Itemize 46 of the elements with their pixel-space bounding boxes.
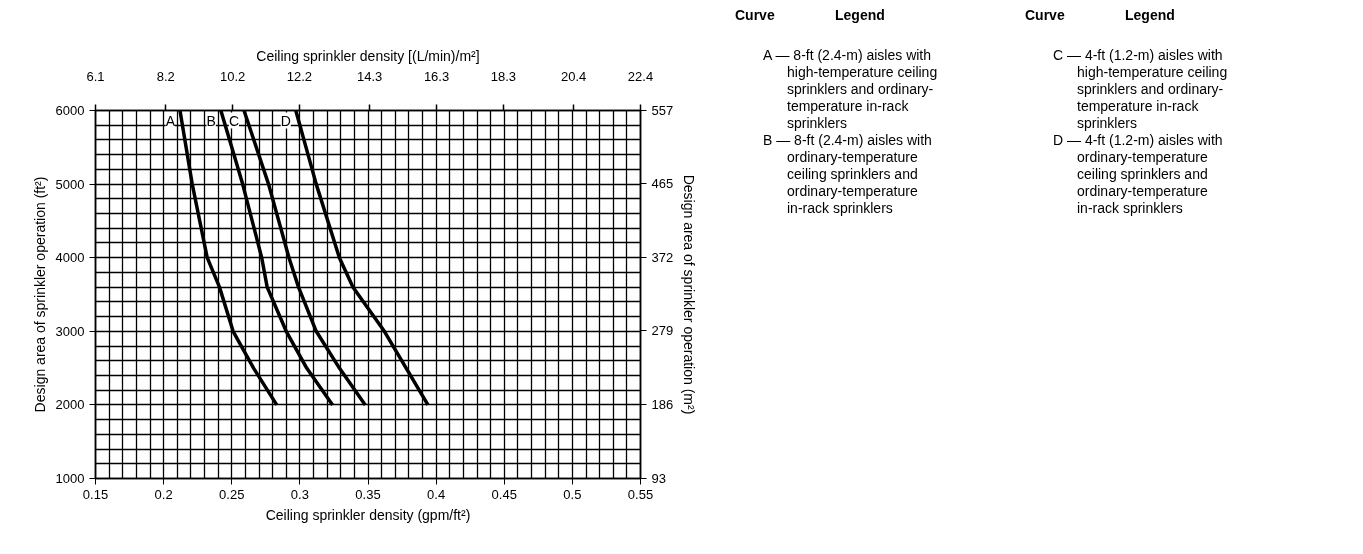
x-tick-label: 0.5 [563,486,582,502]
x-axis-title: Ceiling sprinkler density (gpm/ft²) [265,506,471,523]
x-tick-label: 0.25 [219,486,245,502]
x2-axis-title: Ceiling sprinkler density [(L/min)/m²] [256,47,480,64]
x2-tick-label: 14.3 [357,68,383,84]
x2-tick-label: 10.2 [219,68,246,84]
x-tick-label: 0.2 [154,486,173,502]
x2-tick-label: 8.2 [156,68,175,84]
text: C — 4-ft (1.2-m) aisles with high-temperature ceiling sprinklers and ordinary- temperature in-rack sprinklers [1053,47,1229,132]
text: Legend [1125,6,1175,25]
y-tick-label: 4000 [55,250,85,266]
y-tick-label: 5000 [55,176,85,192]
y-axis-title: Design area of sprinkler operation (ft²) [31,176,48,413]
y2-tick-label: 372 [651,249,674,265]
x2-tick-label: 12.2 [286,68,313,84]
y-tick-label: 2000 [55,397,85,413]
series-label: C [228,112,240,129]
y-tick-label: 6000 [55,103,85,118]
x-tick-label: 0.4 [427,486,446,502]
y2-tick-label: 93 [651,471,666,486]
x2-tick-label: 18.3 [490,68,517,84]
x-tick-label: 0.35 [355,486,381,502]
x-tick-label: 0.15 [82,486,109,502]
x2-tick-label: 6.1 [86,68,105,84]
x2-tick-label: 20.4 [560,68,587,84]
x2-tick-label: 22.4 [627,68,654,84]
x2-tick-label: 16.3 [423,68,450,84]
text: D — 4-ft (1.2-m) aisles with ordinary-temperature ceiling sprinklers and ordinary-temperature in-rack sprinklers [1053,132,1224,217]
text: A — 8-ft (2.4-m) aisles with high-temperature ceiling sprinklers and ordinary- temperature in-rack sprinklers [763,47,939,132]
text: Curve [1025,6,1066,25]
series-label: A [165,112,176,129]
y-tick-label: 1000 [55,471,85,486]
y2-tick-label: 557 [651,103,674,118]
text: B — 8-ft (2.4-m) aisles with ordinary-temperature ceiling sprinklers and ordinary-temperature in-rack sprinklers [763,132,933,217]
series-label: D [280,112,291,129]
y2-tick-label: 279 [651,323,674,339]
y-tick-label: 3000 [55,323,85,339]
text: Curve [735,6,776,25]
y2-tick-label: 186 [651,397,674,413]
x-tick-label: 0.45 [491,486,517,502]
x-tick-label: 0.3 [290,486,309,502]
x-tick-label: 0.55 [627,486,654,502]
y2-axis-title: Design area of sprinkler operation (m²) [681,174,698,415]
text: Legend [835,6,885,25]
series-label: B [206,112,216,129]
y2-tick-label: 465 [651,175,674,191]
